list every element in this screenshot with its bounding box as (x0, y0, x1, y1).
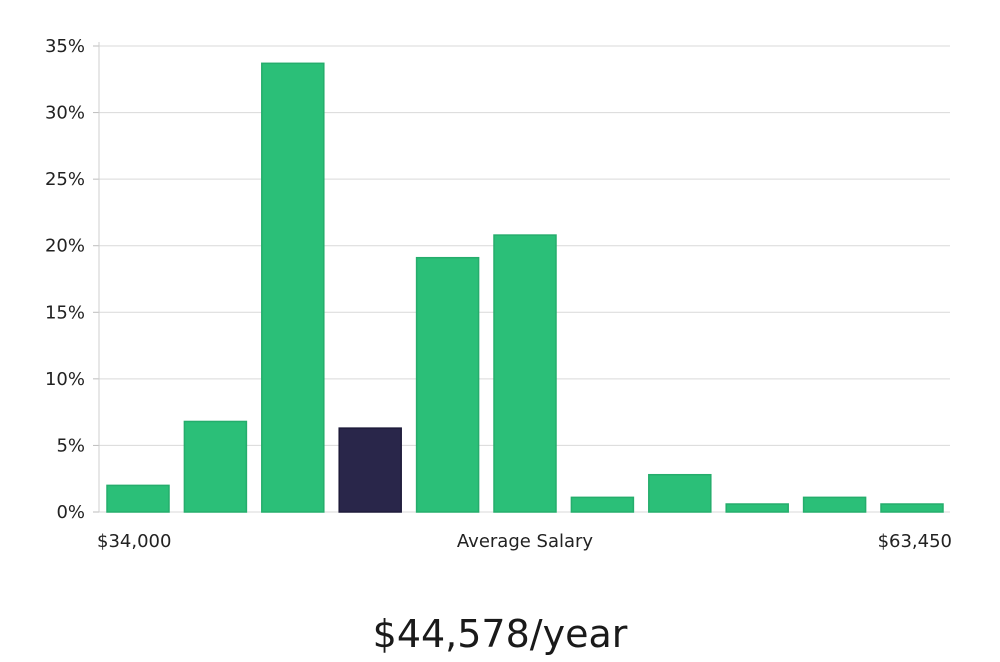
bar (415, 256, 480, 513)
y-tick-label: 35% (45, 36, 85, 57)
x-axis-title: Average Salary (457, 531, 594, 552)
bar (725, 503, 789, 513)
bar (493, 234, 557, 513)
y-tick-label: 25% (45, 169, 85, 190)
bar (183, 420, 248, 513)
x-label-max: $63,450 (878, 531, 952, 552)
bar (648, 473, 712, 513)
y-tick-label: 5% (56, 435, 85, 456)
bar-highlight (338, 427, 402, 513)
bar (106, 484, 170, 513)
salary-histogram: 0% 5% 10% 15% 20% 25% 30% 35% $34,000 Average S… (45, 36, 952, 552)
y-tick-label: 15% (45, 302, 85, 323)
bar (802, 496, 867, 513)
bar (880, 503, 944, 513)
y-tick-label: 30% (45, 103, 85, 124)
y-tick-label: 20% (45, 236, 85, 257)
bar (570, 496, 635, 513)
bars (106, 62, 944, 513)
y-tick-label: 0% (56, 502, 85, 523)
x-label-min: $34,000 (97, 531, 171, 552)
y-tick-label: 10% (45, 369, 85, 390)
bar (261, 62, 325, 513)
average-salary-value: $44,578/year (372, 612, 628, 656)
y-axis-ticks: 0% 5% 10% 15% 20% 25% 30% 35% (45, 36, 99, 523)
